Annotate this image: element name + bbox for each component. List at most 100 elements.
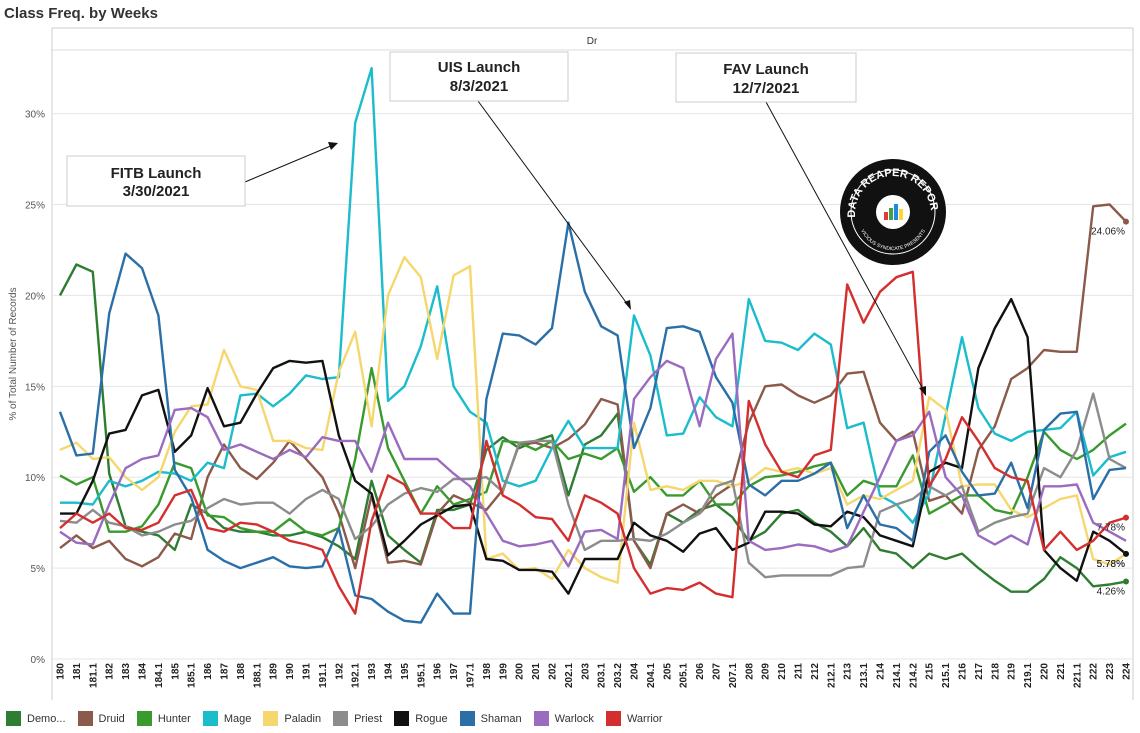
x-tick-label: 203.1 <box>597 663 608 688</box>
annotations: FITB Launch 3/30/2021 UIS Launch 8/3/202… <box>66 51 926 396</box>
legend: Demo... Druid Hunter Mage Paladin Priest Rogue… <box>6 711 675 726</box>
series-line-mage <box>60 66 1127 524</box>
end-value-label: 7.78% <box>1097 523 1125 534</box>
x-tick-label: 212 <box>810 663 821 680</box>
series-line-hunter <box>59 366 1127 537</box>
x-tick-label: 223 <box>1105 663 1116 680</box>
legend-swatch <box>459 711 475 726</box>
y-tick-label: 25% <box>25 201 45 212</box>
legend-swatch <box>136 711 152 726</box>
x-tick-label: 181 <box>72 663 83 680</box>
x-ticks: 180 181 181.1 182 183 184 184.1 185 185.1 186 187 1… <box>56 663 1133 688</box>
x-tick-label: 209 <box>761 663 772 680</box>
x-tick-label: 217 <box>974 663 985 680</box>
y-tick-label: 20% <box>25 291 45 302</box>
x-tick-label: 205 <box>662 663 673 680</box>
x-tick-label: 197 <box>449 663 460 680</box>
x-tick-label: 221 <box>1056 663 1067 680</box>
legend-item[interactable]: Druid <box>77 711 125 726</box>
end-value-label: 4.26% <box>1097 587 1125 598</box>
x-tick-label: 197.1 <box>466 663 477 688</box>
x-tick-label: 212.1 <box>826 663 837 688</box>
y-axis-label: % of Total Number of Records <box>8 287 19 420</box>
arrowhead <box>328 142 338 150</box>
x-tick-label: 208 <box>744 663 755 680</box>
x-tick-label: 207 <box>712 663 723 680</box>
x-tick-label: 191.1 <box>318 663 329 688</box>
end-point <box>1123 550 1129 557</box>
x-tick-label: 188 <box>236 663 247 680</box>
x-tick-label: 214.2 <box>908 663 919 688</box>
data-reaper-logo: DATA REAPER REPORT VICIOUS SYNDICATE PRE… <box>840 159 946 265</box>
x-tick-label: 186 <box>203 663 214 680</box>
chart-title: Class Freq. by Weeks <box>4 5 158 22</box>
end-point <box>1123 578 1129 585</box>
legend-swatch <box>6 711 21 726</box>
legend-label: Warlock <box>554 712 594 725</box>
grid <box>52 113 1133 660</box>
end-point <box>1123 218 1129 225</box>
legend-item[interactable]: Priest <box>333 711 382 726</box>
x-tick-label: 181.1 <box>88 663 99 688</box>
legend-label: Mage <box>223 712 252 725</box>
legend-label: Warrior <box>626 712 663 725</box>
annotation-uis: UIS Launch 8/3/2021 <box>389 51 631 310</box>
end-point <box>1123 514 1129 521</box>
x-tick-label: 214.1 <box>892 663 903 688</box>
x-tick-label: 191 <box>302 663 313 680</box>
annotation-arrow <box>765 101 925 392</box>
annotation-box <box>389 51 569 102</box>
y-tick-label: 15% <box>25 382 45 393</box>
x-tick-label: 184 <box>138 663 149 680</box>
x-tick-label: 222 <box>1089 663 1100 680</box>
x-tick-label: 204 <box>630 663 641 680</box>
annotation-fitb: FITB Launch 3/30/2021 <box>66 142 338 207</box>
legend-swatch <box>333 711 349 726</box>
x-tick-label: 202.1 <box>564 663 575 688</box>
series-line-warrior <box>59 270 1127 615</box>
x-tick-label: 180 <box>56 663 67 680</box>
x-tick-label: 187 <box>220 663 231 680</box>
y-tick-label: 0% <box>31 655 46 666</box>
x-tick-label: 185.1 <box>187 663 198 688</box>
x-tick-label: 219 <box>1007 663 1018 680</box>
annotation-box <box>66 155 246 207</box>
annotation-date: 3/30/2021 <box>123 183 190 200</box>
x-tick-label: 192 <box>334 663 345 680</box>
annotation-date: 8/3/2021 <box>450 78 508 95</box>
legend-item[interactable]: Mage <box>202 711 252 726</box>
x-tick-label: 193 <box>367 663 378 680</box>
x-tick-label: 199 <box>498 663 509 680</box>
x-tick-label: 189 <box>269 663 280 680</box>
x-tick-label: 196 <box>433 663 444 680</box>
line-chart: Dr % of Total Number of Records 0% 5% 10% 1… <box>8 27 1134 700</box>
legend-label: Shaman <box>480 712 522 725</box>
annotation-title: FITB Launch <box>111 165 202 182</box>
plot-frame: Dr % of Total Number of Records <box>8 27 1134 700</box>
x-tick-label: 207.1 <box>728 663 739 688</box>
x-tick-label: 203.2 <box>613 663 624 688</box>
legend-swatch <box>202 711 218 726</box>
x-tick-label: 188.1 <box>252 663 263 688</box>
x-tick-label: 198 <box>482 663 493 680</box>
series-line-rogue <box>60 297 1127 595</box>
legend-item[interactable]: Demo... <box>6 711 66 726</box>
legend-item[interactable]: Hunter <box>136 711 191 726</box>
annotation-arrow <box>477 100 629 306</box>
legend-item[interactable]: Warlock <box>533 711 594 726</box>
y-tick-label: 10% <box>25 473 45 484</box>
x-tick-label: 213 <box>843 663 854 680</box>
arrowhead <box>919 386 926 396</box>
x-tick-label: 203 <box>580 663 591 680</box>
legend-item[interactable]: Rogue <box>394 711 448 726</box>
legend-label: Priest <box>354 712 383 725</box>
y-tick-label: 5% <box>31 564 46 575</box>
logo-ring <box>850 169 936 255</box>
end-value-label: 5.78% <box>1097 559 1125 570</box>
x-tick-label: 224 <box>1122 663 1133 680</box>
legend-item[interactable]: Paladin <box>263 711 321 726</box>
x-tick-label: 194 <box>384 663 395 680</box>
series-line-priest <box>59 392 1127 579</box>
legend-item[interactable]: Shaman <box>459 711 522 726</box>
legend-item[interactable]: Warrior <box>605 711 663 726</box>
